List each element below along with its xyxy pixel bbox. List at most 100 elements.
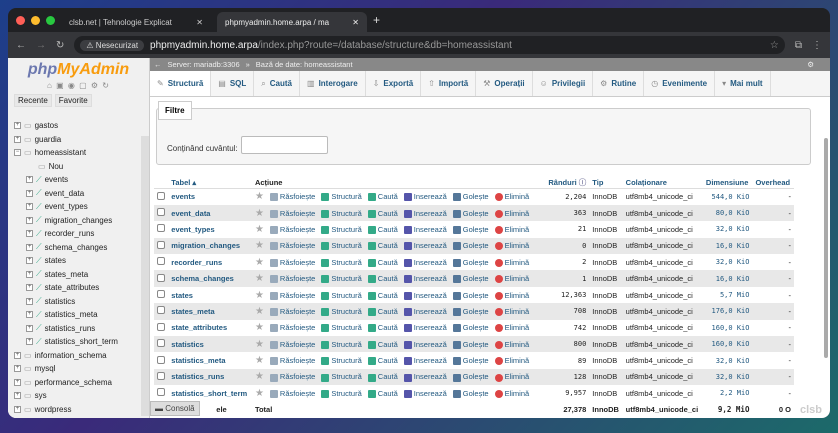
tree-table[interactable]: + ⟋ recorder_runs xyxy=(26,228,95,239)
favorite-star-icon[interactable]: ★ xyxy=(254,256,264,268)
expand-icon[interactable]: + xyxy=(26,243,33,251)
structure-action[interactable]: Structură xyxy=(321,258,362,267)
expand-icon[interactable]: + xyxy=(26,324,33,332)
structure-action[interactable]: Structură xyxy=(321,209,362,218)
browse-action[interactable]: Răsfoiește xyxy=(269,307,315,316)
table-name-link[interactable]: statistics_meta xyxy=(171,356,226,366)
size-link[interactable]: 544,0 KiO xyxy=(711,192,750,201)
reload-icon[interactable]: ↻ xyxy=(56,39,65,51)
size-link[interactable]: 176,0 KiO xyxy=(702,303,753,320)
favorites-button[interactable]: Favorite xyxy=(54,94,92,107)
tree-new-table[interactable]: ▭ Nou xyxy=(38,161,64,171)
expand-icon[interactable]: + xyxy=(14,378,21,386)
favorite-star-icon[interactable]: ★ xyxy=(254,240,264,252)
table-name-link[interactable]: statistics_runs xyxy=(168,368,252,386)
tree-database[interactable]: + ▭ sys xyxy=(14,391,47,401)
drop-action[interactable]: Elimină xyxy=(494,225,529,234)
empty-action[interactable]: Golește xyxy=(452,209,489,218)
tab-0[interactable]: ✎ Structură xyxy=(150,71,212,96)
recent-button[interactable]: Recente xyxy=(14,94,52,107)
size-link[interactable]: 160,0 KiO xyxy=(711,323,750,332)
favorite-star-icon[interactable]: ★ xyxy=(254,387,264,399)
browse-action[interactable]: Răsfoiește xyxy=(269,274,315,284)
table-name-link[interactable]: migration_changes xyxy=(168,237,252,255)
search-action[interactable]: Caută xyxy=(367,209,398,218)
expand-icon[interactable]: + xyxy=(14,122,21,130)
browse-action[interactable]: Răsfoiește xyxy=(269,209,315,218)
row-checkbox[interactable] xyxy=(157,224,165,233)
browser-tab[interactable]: clsb.net | Tehnologie Explicat ✕ xyxy=(61,12,211,32)
header-overhead[interactable]: Overhead xyxy=(752,177,794,189)
drop-action[interactable]: Elimină xyxy=(494,241,529,251)
maximize-window-button[interactable] xyxy=(46,15,55,25)
breadcrumb-database[interactable]: Bază de date: homeassistant xyxy=(255,60,353,69)
tab-9[interactable]: ◷ Evenimente xyxy=(644,71,716,96)
expand-icon[interactable]: + xyxy=(26,203,33,211)
close-window-button[interactable] xyxy=(16,15,25,25)
size-link[interactable]: 32,0 KiO xyxy=(702,368,753,386)
row-checkbox[interactable] xyxy=(157,208,165,217)
drop-action[interactable]: Elimină xyxy=(494,307,529,316)
size-link[interactable]: 32,0 KiO xyxy=(715,225,750,234)
expand-icon[interactable]: + xyxy=(14,405,21,413)
empty-action[interactable]: Golește xyxy=(452,241,489,251)
close-tab-icon[interactable]: ✕ xyxy=(352,17,359,27)
tab-8[interactable]: ⚙ Rutine xyxy=(593,71,645,96)
tree-database-open[interactable]: − ▭ homeassistant xyxy=(14,148,87,158)
tree-table[interactable]: + ⟋ state_attributes xyxy=(26,282,100,293)
size-link[interactable]: 32,0 KiO xyxy=(715,356,750,365)
browse-action[interactable]: Răsfoiește xyxy=(269,389,315,398)
row-checkbox[interactable] xyxy=(157,355,165,364)
drop-action[interactable]: Elimină xyxy=(494,291,529,300)
collapse-arrow-icon[interactable]: ← xyxy=(154,60,162,69)
header-rows[interactable]: Rânduri ⓘ xyxy=(544,177,590,189)
drop-action[interactable]: Elimină xyxy=(494,340,529,349)
size-link[interactable]: 5,7 MiO xyxy=(719,291,750,300)
search-action[interactable]: Caută xyxy=(367,323,398,333)
browse-action[interactable]: Răsfoiește xyxy=(269,372,315,382)
empty-action[interactable]: Golește xyxy=(452,192,489,202)
expand-icon[interactable]: + xyxy=(26,189,33,197)
structure-action[interactable]: Structură xyxy=(321,372,362,382)
tab-3[interactable]: ▥ Interogare xyxy=(300,71,366,96)
drop-action[interactable]: Elimină xyxy=(494,258,529,267)
drop-action[interactable]: Elimină xyxy=(494,389,529,398)
empty-action[interactable]: Golește xyxy=(452,258,489,267)
tree-table[interactable]: + ⟋ statistics_short_term xyxy=(26,336,118,347)
insert-action[interactable]: Inserează xyxy=(403,291,447,300)
empty-action[interactable]: Golește xyxy=(452,356,489,366)
collapse-icon[interactable]: − xyxy=(14,149,21,157)
search-action[interactable]: Caută xyxy=(367,356,398,366)
tree-table[interactable]: + ⟋ event_data xyxy=(26,188,85,198)
size-link[interactable]: 160,0 KiO xyxy=(702,336,753,353)
search-action[interactable]: Caută xyxy=(367,241,398,251)
search-action[interactable]: Caută xyxy=(367,192,398,202)
structure-action[interactable]: Structură xyxy=(321,274,362,284)
search-action[interactable]: Caută xyxy=(367,372,398,382)
drop-action[interactable]: Elimină xyxy=(494,372,529,382)
size-link[interactable]: 80,0 KiO xyxy=(702,204,753,222)
expand-icon[interactable]: + xyxy=(14,351,21,359)
expand-icon[interactable]: + xyxy=(26,176,33,184)
insert-action[interactable]: Inserează xyxy=(403,258,447,267)
table-name-link[interactable]: events xyxy=(171,192,196,202)
browse-action[interactable]: Răsfoiește xyxy=(269,323,315,333)
browse-action[interactable]: Răsfoiește xyxy=(269,291,315,300)
table-name-link[interactable]: schema_changes xyxy=(168,270,252,287)
row-checkbox[interactable] xyxy=(157,257,165,266)
search-action[interactable]: Caută xyxy=(367,225,398,234)
row-checkbox[interactable] xyxy=(157,306,165,315)
search-action[interactable]: Caută xyxy=(367,307,398,316)
drop-action[interactable]: Elimină xyxy=(494,356,529,366)
tree-table[interactable]: + ⟋ states xyxy=(26,255,66,266)
sidebar-scrollbar[interactable] xyxy=(141,136,149,416)
insert-action[interactable]: Inserează xyxy=(403,225,447,234)
insert-action[interactable]: Inserează xyxy=(403,323,447,333)
tree-table[interactable]: + ⟋ event_types xyxy=(26,201,88,212)
expand-icon[interactable]: + xyxy=(26,338,33,346)
row-checkbox[interactable] xyxy=(157,290,165,299)
drop-action[interactable]: Elimină xyxy=(494,192,529,202)
empty-action[interactable]: Golește xyxy=(452,372,489,382)
empty-action[interactable]: Golește xyxy=(452,274,489,284)
table-name-link[interactable]: statistics xyxy=(168,336,252,353)
